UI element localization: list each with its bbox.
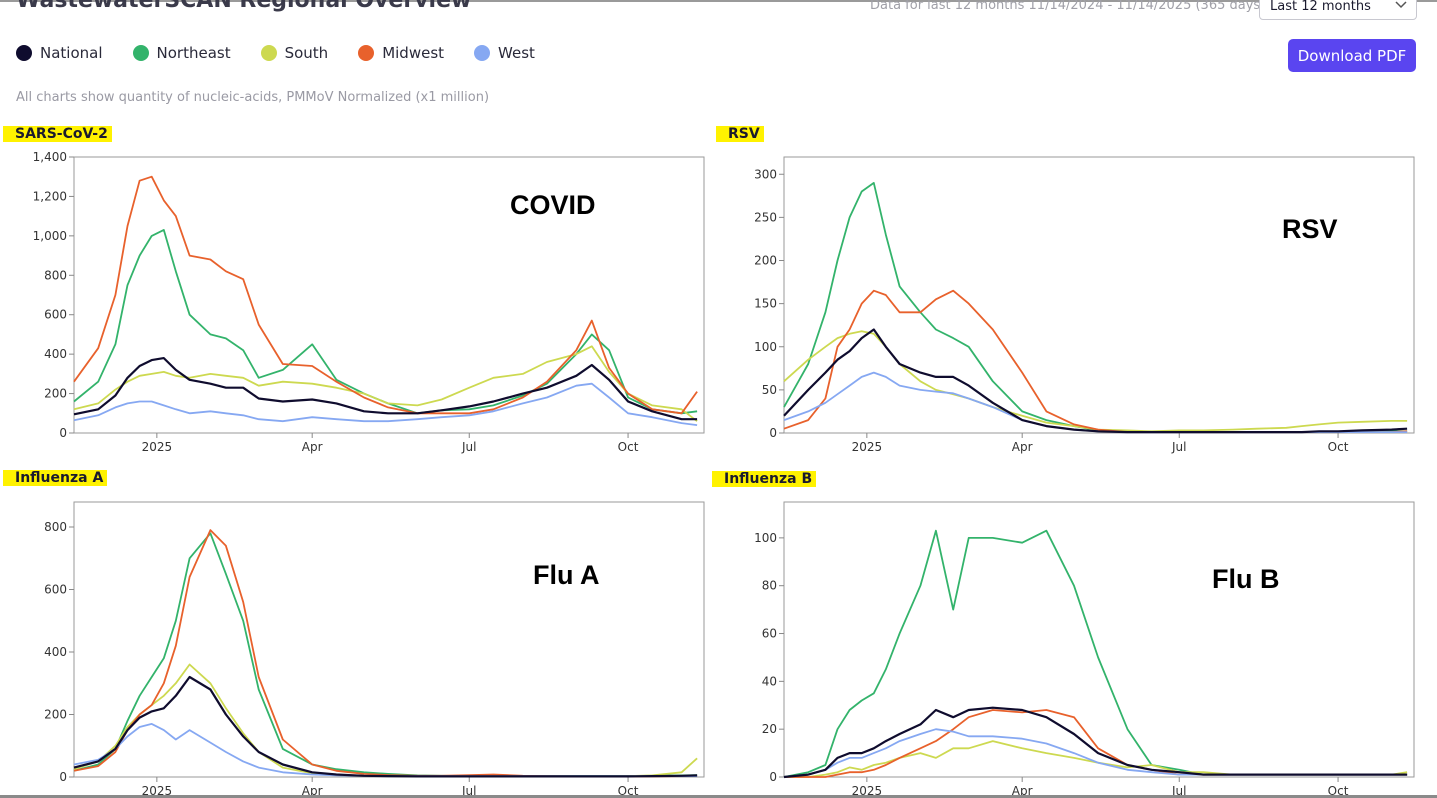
series-line-west bbox=[73, 723, 698, 777]
series-line-west bbox=[783, 371, 1408, 434]
period-select[interactable]: Last 12 months bbox=[1259, 0, 1417, 20]
chart-title-influenza-b: Influenza B bbox=[712, 471, 817, 487]
x-tick-label: 2025 bbox=[142, 784, 173, 798]
y-tick-label: 200 bbox=[754, 254, 777, 268]
x-tick-label: Jul bbox=[461, 440, 476, 454]
y-tick-label: 100 bbox=[754, 340, 777, 354]
series-line-midwest bbox=[73, 175, 698, 415]
y-tick-label: 600 bbox=[44, 308, 67, 322]
chart-title-rsv: RSV bbox=[716, 126, 764, 142]
bottom-border bbox=[0, 795, 1437, 798]
x-tick-label: Oct bbox=[1328, 440, 1349, 454]
legend-item-national[interactable]: National bbox=[16, 44, 103, 62]
x-tick-label: Oct bbox=[1328, 784, 1349, 798]
legend-dot-national bbox=[16, 45, 32, 61]
series-line-south bbox=[73, 345, 698, 422]
legend-label: Northeast bbox=[156, 44, 231, 62]
x-tick-label: 2025 bbox=[142, 440, 173, 454]
series-line-midwest bbox=[73, 529, 698, 778]
y-tick-label: 1,000 bbox=[33, 229, 67, 243]
series-line-south bbox=[73, 663, 698, 778]
series-line-national bbox=[73, 675, 698, 778]
units-note: All charts show quantity of nucleic-acid… bbox=[16, 90, 490, 105]
series-line-northeast bbox=[783, 529, 1408, 778]
x-tick-label: Jul bbox=[461, 784, 476, 798]
x-tick-label: Apr bbox=[1012, 440, 1033, 454]
page-title: WastewaterSCAN Regional Overview bbox=[16, 0, 472, 13]
series-line-national bbox=[783, 328, 1408, 434]
x-tick-label: Oct bbox=[618, 440, 639, 454]
legend-label: West bbox=[498, 44, 535, 62]
plot-frame-sars-cov-2 bbox=[73, 156, 705, 434]
series-line-national bbox=[73, 357, 698, 421]
legend-dot-northeast bbox=[132, 45, 149, 61]
download-pdf-button[interactable]: Download PDF bbox=[1288, 39, 1416, 72]
top-border bbox=[0, 0, 1437, 2]
y-tick-label: 0 bbox=[769, 426, 777, 440]
y-tick-label: 800 bbox=[44, 268, 67, 282]
series-line-northeast bbox=[73, 532, 698, 777]
y-tick-label: 150 bbox=[754, 297, 777, 311]
y-tick-label: 0 bbox=[59, 770, 67, 784]
chart-title-sars-cov-2: SARS-CoV-2 bbox=[3, 126, 112, 142]
x-tick-label: Jul bbox=[1171, 784, 1186, 798]
legend-dot-west bbox=[474, 45, 491, 61]
x-tick-label: Jul bbox=[1171, 440, 1186, 454]
series-line-south bbox=[783, 330, 1408, 433]
legend-label: South bbox=[284, 44, 329, 62]
y-tick-label: 1,200 bbox=[33, 189, 67, 203]
y-tick-label: 400 bbox=[44, 347, 67, 361]
legend-item-northeast[interactable]: Northeast bbox=[132, 44, 231, 62]
y-tick-label: 600 bbox=[44, 583, 67, 597]
overlay-label-flu-b: Flu B bbox=[1212, 564, 1280, 594]
plot-frame-influenza-a bbox=[73, 501, 705, 778]
overlay-label-covid: COVID bbox=[510, 190, 596, 220]
legend-item-south[interactable]: South bbox=[260, 44, 329, 62]
date-range-text: Data for last 12 months 11/14/2024 - 11/… bbox=[870, 0, 1266, 13]
y-tick-label: 50 bbox=[762, 383, 777, 397]
plot-frame-rsv bbox=[783, 156, 1415, 434]
x-tick-label: Apr bbox=[302, 784, 323, 798]
x-tick-label: Oct bbox=[618, 784, 639, 798]
y-tick-label: 100 bbox=[754, 531, 777, 545]
series-line-midwest bbox=[783, 289, 1408, 434]
x-tick-label: 2025 bbox=[852, 784, 883, 798]
overlay-label-flu-a: Flu A bbox=[533, 560, 600, 590]
y-tick-label: 0 bbox=[59, 426, 67, 440]
overlay-label-rsv: RSV bbox=[1282, 214, 1338, 244]
x-tick-label: Apr bbox=[1012, 784, 1033, 798]
series-line-west bbox=[783, 728, 1408, 778]
y-tick-label: 0 bbox=[769, 770, 777, 784]
y-tick-label: 200 bbox=[44, 387, 67, 401]
y-tick-label: 1,400 bbox=[33, 150, 67, 164]
plot-frame-influenza-b bbox=[783, 501, 1415, 778]
legend-item-west[interactable]: West bbox=[474, 44, 535, 62]
y-tick-label: 40 bbox=[762, 674, 777, 688]
y-tick-label: 60 bbox=[762, 627, 777, 641]
chart-title-influenza-a: Influenza A bbox=[3, 470, 108, 486]
chevron-down-icon bbox=[1395, 1, 1407, 9]
legend: National Northeast South Midwest West bbox=[16, 44, 565, 62]
legend-dot-midwest bbox=[358, 45, 375, 61]
y-tick-label: 800 bbox=[44, 520, 67, 534]
series-line-national bbox=[783, 706, 1408, 779]
legend-label: Midwest bbox=[382, 44, 445, 62]
legend-label: National bbox=[40, 44, 103, 62]
series-line-northeast bbox=[73, 228, 698, 415]
series-line-west bbox=[73, 382, 698, 426]
y-tick-label: 250 bbox=[754, 210, 777, 224]
y-tick-label: 400 bbox=[44, 645, 67, 659]
y-tick-label: 300 bbox=[754, 167, 777, 181]
y-tick-label: 20 bbox=[762, 722, 777, 736]
legend-item-midwest[interactable]: Midwest bbox=[358, 44, 444, 62]
y-tick-label: 200 bbox=[44, 708, 67, 722]
series-line-midwest bbox=[784, 709, 1408, 778]
y-tick-label: 80 bbox=[762, 579, 777, 593]
x-tick-label: Apr bbox=[302, 440, 323, 454]
x-tick-label: 2025 bbox=[852, 440, 883, 454]
period-select-value: Last 12 months bbox=[1270, 0, 1371, 14]
legend-dot-south bbox=[260, 45, 277, 61]
